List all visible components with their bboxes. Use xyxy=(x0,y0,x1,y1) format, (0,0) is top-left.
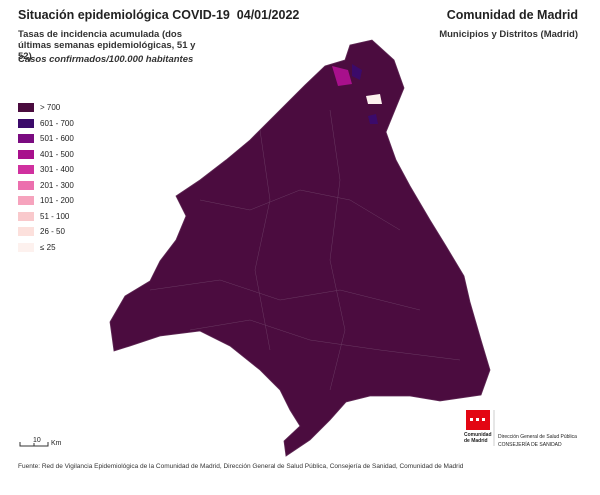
legend-item: 201 - 300 xyxy=(18,178,74,194)
legend-item: 401 - 500 xyxy=(18,147,74,163)
region: Comunidad de Madrid xyxy=(446,8,578,22)
legend-label: ≤ 25 xyxy=(40,242,56,252)
legend-label: > 700 xyxy=(40,103,61,113)
legend-item: > 700 xyxy=(18,100,74,116)
legend-swatch xyxy=(18,242,34,252)
legend-item: 301 - 400 xyxy=(18,162,74,178)
scale-bar xyxy=(19,442,49,447)
legend-item: 51 - 100 xyxy=(18,209,74,225)
logo-ministry: CONSEJERÍA DE SANIDAD xyxy=(498,442,562,448)
legend-label: 301 - 400 xyxy=(40,165,74,175)
subtitle: Tasas de incidencia acumulada (dos últim… xyxy=(18,29,196,62)
legend-swatch xyxy=(18,118,34,128)
legend-label: 26 - 50 xyxy=(40,227,65,237)
region-shape xyxy=(109,39,491,457)
legend-label: 51 - 100 xyxy=(40,211,70,221)
district-patch xyxy=(368,114,378,124)
district-patch xyxy=(332,66,352,86)
legend-label: 601 - 700 xyxy=(40,118,74,128)
legend-label: 501 - 600 xyxy=(40,134,74,144)
title: Situación epidemiológica COVID-19 04/01/… xyxy=(18,8,300,22)
legend-swatch xyxy=(18,165,34,175)
logo-department: Dirección General de Salud Pública xyxy=(498,434,577,440)
legend-item: 101 - 200 xyxy=(18,193,74,209)
legend-item: 501 - 600 xyxy=(18,131,74,147)
legend-label: 401 - 500 xyxy=(40,149,74,159)
legend-swatch xyxy=(18,103,34,113)
district-patch xyxy=(352,64,362,80)
municipal-borders xyxy=(149,109,461,391)
legend-swatch xyxy=(18,149,34,159)
legend-swatch xyxy=(18,211,34,221)
legend-label: 101 - 200 xyxy=(40,196,74,206)
legend: > 700 601 - 700 501 - 600 401 - 500 301 - 40… xyxy=(18,100,74,255)
legend-swatch xyxy=(18,227,34,237)
legend-item: 26 - 50 xyxy=(18,224,74,240)
legend-swatch xyxy=(18,134,34,144)
district-patch xyxy=(366,94,382,104)
legend-item: 601 - 700 xyxy=(18,116,74,132)
scale-distance: 10 xyxy=(33,437,41,444)
units: Casos confirmados/100.000 habitantes xyxy=(18,54,194,65)
footer: Fuente: Red de Vigilancia Epidemiológica… xyxy=(18,463,464,470)
legend-item: ≤ 25 xyxy=(18,240,74,256)
logo-name: Comunidad de Madrid xyxy=(464,432,492,444)
logo-flag xyxy=(466,410,495,446)
legend-swatch xyxy=(18,180,34,190)
legend-label: 201 - 300 xyxy=(40,180,74,190)
scope: Municipios y Distritos (Madrid) xyxy=(439,29,578,40)
legend-swatch xyxy=(18,196,34,206)
scale-unit: Km xyxy=(51,440,62,447)
